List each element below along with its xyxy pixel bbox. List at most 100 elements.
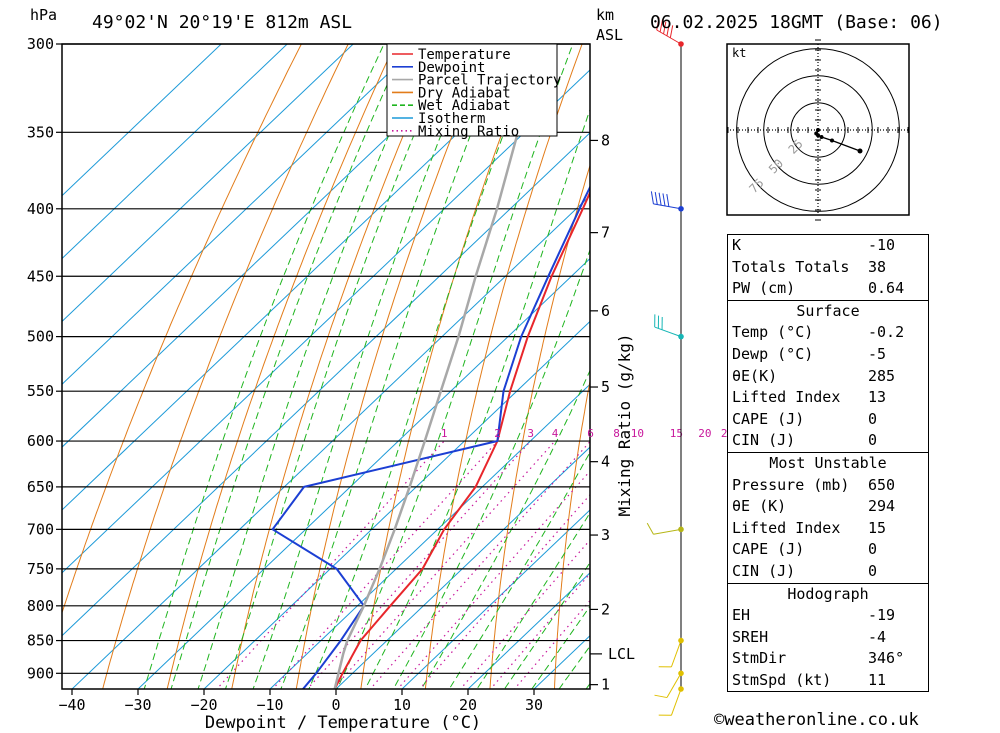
most-unstable-key: Pressure (mb) (732, 475, 850, 494)
dry-adiabat-line (102, 44, 349, 689)
wind-level-dot (678, 686, 684, 692)
temperature-tick-label: 10 (393, 696, 411, 714)
wet-adiabat-line (170, 44, 407, 689)
most-unstable-value: 0 (868, 540, 878, 559)
hodograph-value: -19 (868, 606, 896, 625)
indices-table: K -10 Totals Totals 38 PW (cm) 0.64 Surface T… (727, 234, 929, 693)
wet-adiabat-line (392, 248, 590, 689)
dry-adiabat-line (978, 25, 1000, 699)
hodograph-point (857, 148, 863, 154)
hodograph-value: -4 (868, 627, 887, 646)
wind-barb-feather (654, 694, 668, 699)
legend-entry: Temperature (418, 47, 511, 63)
hodograph-row: StmDir 346° (728, 648, 928, 670)
wind-barb-feather (669, 25, 674, 38)
dry-adiabat-line (424, 44, 583, 689)
mixing-ratio-label: 8 (613, 427, 620, 440)
most-unstable-row: Lifted Index 15 (728, 518, 928, 540)
temperature-tick-label: 30 (525, 696, 543, 714)
isotherm-line (71, 194, 590, 689)
hodograph-point (819, 135, 824, 139)
pressure-tick-label: 850 (27, 632, 54, 650)
km-tick-label: 4 (601, 453, 610, 471)
mixing-ratio-line (271, 440, 499, 689)
most-unstable-key: CIN (J) (732, 561, 796, 580)
surface-value: 285 (868, 366, 896, 385)
pressure-tick-label: 550 (27, 382, 54, 400)
isotherm-line (467, 572, 590, 689)
wind-barb-feather (646, 522, 654, 535)
mixing-ratio-line (332, 440, 556, 689)
legend-entry: Isotherm (418, 111, 485, 127)
wind-profile (646, 17, 684, 716)
isotherm-line (137, 257, 590, 689)
km-tick-label: 2 (601, 600, 610, 618)
pressure-tick-label: 350 (27, 123, 54, 141)
plot-frame (61, 43, 591, 690)
most-unstable-key: Lifted Index (732, 518, 841, 537)
isotherm-line (203, 320, 590, 689)
pressure-tick-label: 500 (27, 328, 54, 346)
hpa-label: hPa (30, 6, 58, 24)
km-tick-label: 5 (601, 378, 610, 396)
dewpoint-line (271, 185, 590, 689)
wind-level-dot (678, 333, 684, 340)
mixing-ratio-label: 4 (552, 427, 559, 440)
most-unstable-key: CAPE (J) (732, 540, 805, 559)
wet-adiabat-line (143, 44, 385, 689)
parcel-trajectory-line (333, 71, 537, 689)
mixing-ratio-label: 10 (631, 427, 644, 440)
surface-row: θE(K) 285 (728, 366, 928, 388)
most-unstable-value: 650 (868, 475, 896, 494)
surface-row: Temp (°C) -0.2 (728, 322, 928, 344)
wind-barb-feather (663, 21, 667, 35)
wind-level-dot (678, 670, 684, 677)
dry-adiabat-line (62, 44, 302, 615)
hodograph-row: SREH -4 (728, 627, 928, 649)
wet-adiabat-line (224, 44, 453, 689)
temperature-tick-label: 20 (459, 696, 477, 714)
wet-adiabat-line (531, 605, 590, 689)
index-row: K -10 (728, 235, 928, 257)
index-value: 38 (868, 257, 887, 276)
wind-barb-staff (654, 326, 682, 338)
pressure-tick-label: 600 (27, 432, 54, 450)
x-axis-label: Dewpoint / Temperature (°C) (205, 713, 481, 733)
hodograph-point (830, 138, 834, 143)
dry-adiabat-line (231, 44, 443, 689)
wind-barb-staff (670, 640, 682, 668)
surface-value: 13 (868, 388, 887, 407)
wet-adiabat-line (280, 44, 507, 689)
surface-key: Dewp (°C) (732, 344, 814, 363)
most-unstable-title: Most Unstable (769, 453, 887, 472)
most-unstable-row: θE (K) 294 (728, 496, 928, 518)
isotherm-line (62, 44, 420, 385)
location-title: 49°02'N 20°19'E 812m ASL (92, 12, 353, 33)
wind-barb-staff (670, 688, 682, 716)
mixing-ratio-label: 15 (670, 427, 683, 440)
surface-value: 0 (868, 409, 878, 428)
surface-value: -0.2 (868, 323, 905, 342)
index-row: PW (cm) 0.64 (728, 278, 928, 300)
wind-level-dot (678, 205, 684, 212)
wind-barb-feather (659, 19, 664, 33)
axes: 1234681015202530035040045050055060065070… (27, 35, 734, 733)
wet-adiabat-line (364, 108, 590, 689)
wet-adiabat-line (420, 369, 590, 689)
wind-barb-staff (653, 528, 682, 535)
wind-barb-feather (658, 192, 662, 206)
isotherm-line (335, 446, 590, 689)
km-tick-label: 3 (601, 526, 610, 544)
isotherm-line (62, 44, 288, 260)
hodograph-point (816, 133, 820, 138)
wind-barb-feather (666, 23, 670, 36)
pressure-tick-label: 800 (27, 597, 54, 615)
wind-barb-feather (656, 17, 660, 31)
hodograph-row: EH -19 (728, 605, 928, 627)
pressure-tick-label: 300 (27, 35, 54, 53)
isotherm-line (269, 383, 590, 689)
asl-label: ASL (596, 26, 624, 44)
most-unstable-key: θE (K) (732, 497, 787, 516)
surface-key: CAPE (J) (732, 409, 805, 428)
